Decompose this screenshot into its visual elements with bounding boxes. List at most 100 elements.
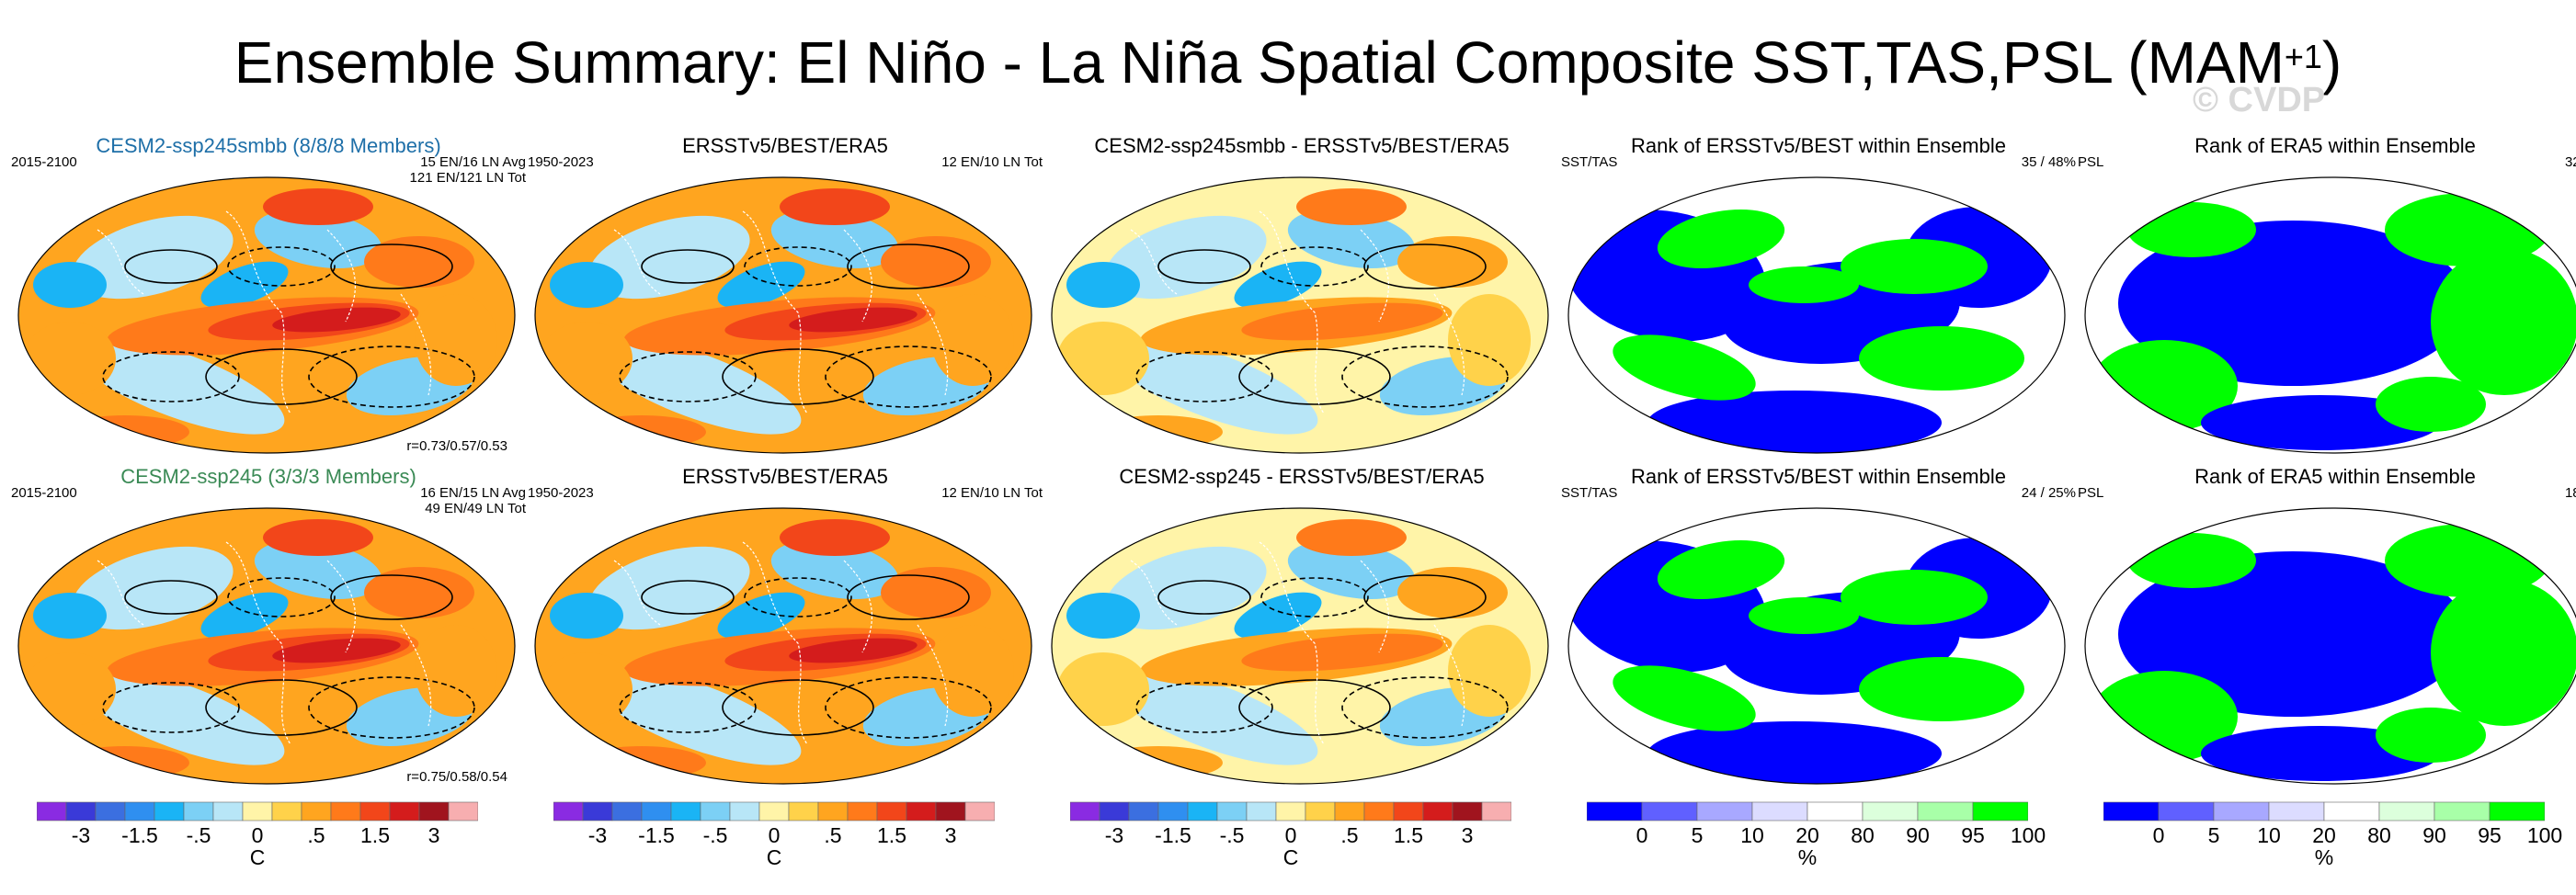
event-count-label: 12 EN/10 LN Tot: [941, 154, 1043, 170]
event-count-label: 12 EN/10 LN Tot: [941, 485, 1043, 501]
warm-anomaly: [1296, 188, 1407, 225]
colorbar-swatch: [154, 801, 185, 821]
psl-contour: [744, 246, 852, 287]
variable-label: SST/TAS: [1561, 154, 1618, 170]
cool-anomaly: [254, 210, 382, 268]
psl-contour: [1363, 244, 1487, 289]
colorbar-swatch: [2103, 801, 2160, 821]
colorbar-swatch: [876, 801, 907, 821]
colorbar-swatch: [847, 801, 878, 821]
colorbar-tick-label: -.5: [1219, 823, 1245, 847]
colorbar-swatch: [359, 801, 391, 821]
psl-contour: [641, 580, 735, 615]
psl-contour: [227, 246, 336, 287]
colorbar-swatch: [817, 801, 849, 821]
colorbar-swatch: [1334, 801, 1365, 821]
figure-title: Ensemble Summary: El Niño - La Niña Spat…: [234, 29, 2342, 96]
coastline: [97, 229, 144, 295]
colorbar-tick-label: 95: [2478, 823, 2502, 847]
colorbar-swatch: [758, 801, 790, 821]
period-label: 1950-2023: [528, 154, 594, 170]
coastline: [1259, 541, 1325, 745]
colorbar-swatch: [906, 801, 937, 821]
panel-r2c5: Rank of ERA5 within Ensemble PSL 18%: [2078, 465, 2576, 796]
colorbar-swatch: [95, 801, 126, 821]
psl-contour: [330, 244, 453, 289]
colorbar-tick-label: -1.5: [638, 823, 675, 847]
colorbar-swatch: [2378, 801, 2435, 821]
rank-percent-label: 18%: [2564, 485, 2576, 501]
colorbar-swatch: [1452, 801, 1483, 821]
rank-map: [2084, 507, 2576, 785]
colorbar-rank: 0 5 10 20 80 90 95 100%: [1587, 801, 2046, 875]
colorbar-unit-label: C: [766, 845, 782, 869]
cool-anomaly: [588, 215, 750, 300]
map-outline: [17, 507, 516, 785]
psl-contour: [1363, 574, 1487, 620]
warm-anomaly: [577, 746, 706, 779]
warm-anomaly: [780, 519, 890, 556]
map-outline: [1051, 507, 1549, 785]
psl-contour: [619, 351, 757, 402]
psl-contour: [847, 244, 970, 289]
rank-high-region: [1859, 657, 2024, 721]
psl-contour: [1135, 682, 1273, 733]
psl-contour: [847, 574, 970, 620]
colorbar-swatch: [1128, 801, 1159, 821]
colorbar-swatch: [212, 801, 244, 821]
colorbar-swatch: [2213, 801, 2270, 821]
coastline: [1433, 624, 1465, 727]
colorbar-swatch: [1422, 801, 1453, 821]
coastline: [613, 560, 661, 626]
map-outline: [534, 507, 1032, 785]
panel-title: Rank of ERSSTv5/BEST within Ensemble: [1631, 465, 2006, 488]
colorbar-swatch: [330, 801, 361, 821]
colorbar-tick-label: -3: [71, 823, 91, 847]
warm-anomaly: [272, 638, 401, 663]
colorbar-swatch: [553, 801, 584, 821]
colorbar-tick-label: 95: [1961, 823, 1985, 847]
colorbar-swatches: [553, 801, 995, 821]
colorbar-tick-label: 0: [251, 823, 264, 847]
coastline: [225, 210, 291, 414]
panel-r2c2: ERSSTv5/BEST/ERA5 1950-2023 12 EN/10 LN …: [528, 465, 1043, 796]
colorbar-swatch: [1157, 801, 1189, 821]
psl-contour: [1157, 249, 1251, 284]
colorbar-swatch: [271, 801, 302, 821]
colorbar-swatch: [2434, 801, 2491, 821]
temperature-map: [534, 507, 1032, 785]
colorbar-swatch: [1305, 801, 1336, 821]
colorbar-swatches: [37, 801, 478, 821]
variable-label: SST/TAS: [1561, 485, 1618, 501]
colorbar-tick-label: 80: [1851, 823, 1875, 847]
colorbar-tick-label: 1.5: [877, 823, 906, 847]
colorbar-swatch: [1070, 801, 1100, 821]
coastline: [917, 624, 949, 727]
coastline: [843, 229, 872, 323]
colorbar-swatch: [2489, 801, 2545, 821]
colorbar-temp: -3 -1.5 -.5 0 .5 1.5 3 C: [1070, 801, 1511, 875]
cool-anomaly: [1109, 337, 1318, 435]
correlation-label: r=0.73/0.57/0.53: [406, 438, 507, 454]
cool-anomaly: [1109, 668, 1318, 765]
cool-anomaly: [1287, 540, 1416, 599]
cool-anomaly: [1234, 592, 1322, 640]
colorbar-swatch: [1862, 801, 1919, 821]
colorbar-swatch: [964, 801, 995, 821]
colorbar-swatch: [183, 801, 214, 821]
cool-anomaly: [717, 261, 805, 309]
panel-title: CESM2-ssp245smbb - ERSSTv5/BEST/ERA5: [1094, 134, 1510, 157]
colorbar-swatch: [1917, 801, 1974, 821]
variable-label: PSL: [2078, 154, 2104, 170]
coastline: [1433, 293, 1465, 396]
coastline: [225, 541, 291, 745]
colorbar-swatch: [641, 801, 672, 821]
warm-anomaly: [541, 652, 633, 726]
cool-anomaly: [770, 210, 899, 268]
rank-percent-label: 32%: [2564, 154, 2576, 170]
cool-anomaly: [1105, 546, 1267, 630]
colorbar-swatch: [124, 801, 155, 821]
warm-anomaly: [415, 625, 497, 717]
colorbar-tick-label: 10: [2257, 823, 2281, 847]
colorbar-tick-label: 80: [2367, 823, 2391, 847]
